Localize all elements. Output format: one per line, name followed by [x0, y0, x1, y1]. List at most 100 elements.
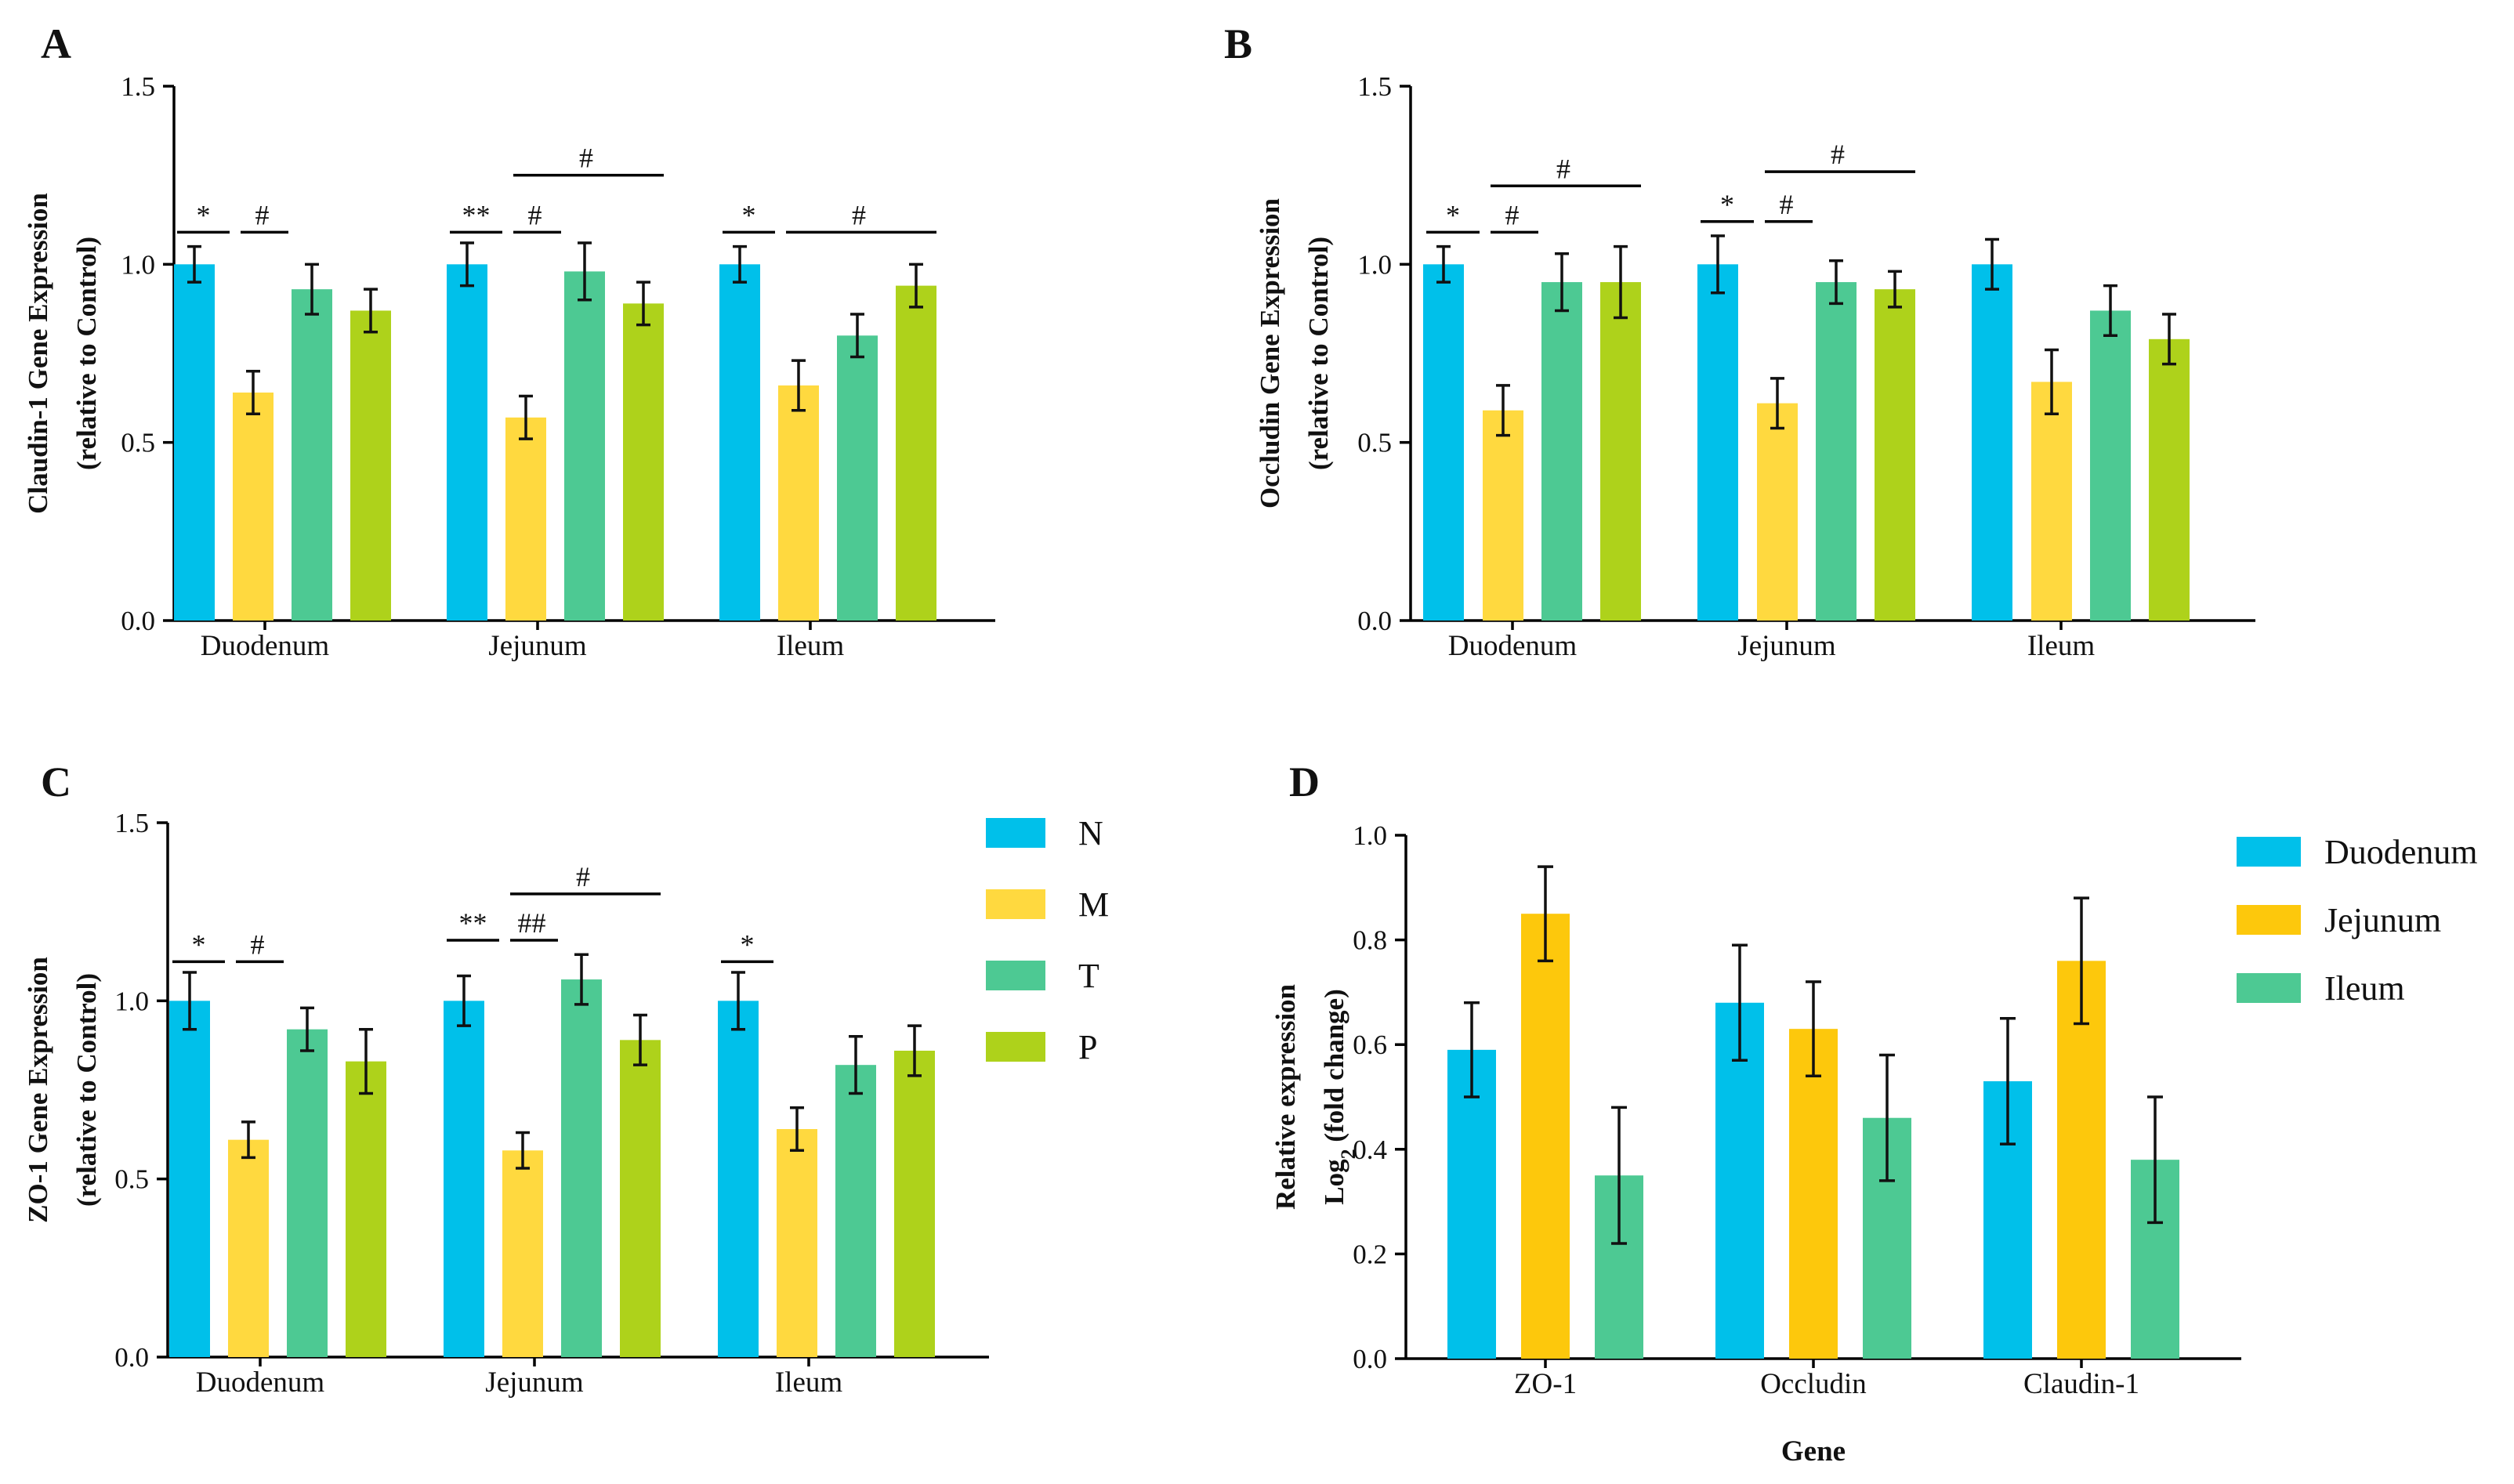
y-tick-label: 0.8: [1353, 925, 1387, 956]
x-category-label-jejunum: Jejunum: [488, 630, 587, 662]
x-category-label-jejunum: Jejunum: [1737, 630, 1836, 662]
bar-n-jejunum: [1697, 264, 1738, 621]
bar-jejunum-claudin-1: [2057, 961, 2106, 1359]
significance-mark: #: [579, 143, 593, 174]
bar-t-ileum: [835, 1065, 876, 1357]
significance-mark: **: [459, 907, 487, 939]
bar-n-ileum: [1972, 264, 2012, 621]
bar-jejunum-zo-1: [1521, 914, 1570, 1359]
bar-p-duodenum: [346, 1061, 386, 1357]
bar-p-jejunum: [623, 303, 664, 621]
significance-mark: *: [742, 199, 756, 230]
significance-mark: **: [462, 199, 491, 230]
legend-swatch-duodenum: [2237, 837, 2301, 867]
bar-t-duodenum: [287, 1029, 328, 1357]
y-axis-label-line-2: (relative to Control): [71, 973, 102, 1207]
legend-treatment: N M T P: [986, 814, 1109, 1066]
legend-swatch-t: [986, 961, 1045, 990]
significance-mark: #: [1831, 139, 1845, 170]
bar-n-ileum: [719, 264, 760, 621]
panel-label-b: B: [1224, 20, 1252, 67]
bar-m-duodenum: [1483, 410, 1523, 621]
y-tick-label: 1.5: [1357, 71, 1392, 102]
bar-t-ileum: [2090, 310, 2131, 621]
y-axis-label-line-1: ZO-1 Gene Expression: [23, 957, 53, 1223]
bar-p-ileum: [2149, 338, 2190, 621]
bar-t-jejunum: [1816, 282, 1857, 621]
bar-n-ileum: [718, 1001, 759, 1357]
bar-duodenum-zo-1: [1447, 1049, 1496, 1359]
bar-t-duodenum: [1541, 282, 1582, 621]
significance-mark: ##: [518, 907, 546, 939]
significance-mark: *: [197, 199, 211, 230]
y-tick-label: 1.0: [121, 249, 155, 280]
significance-mark: #: [852, 199, 866, 230]
bar-m-ileum: [2031, 382, 2072, 621]
bar-t-jejunum: [564, 271, 605, 621]
significance-mark: #: [255, 199, 270, 230]
significance-mark: #: [528, 199, 542, 230]
bar-n-duodenum: [1423, 264, 1464, 621]
bar-jejunum-occludin: [1789, 1029, 1838, 1359]
y-axis-label-line-1: Relative expression: [1270, 984, 1301, 1210]
x-category-label-duodenum: Duodenum: [201, 630, 330, 662]
significance-mark: #: [1556, 153, 1570, 184]
panel-label-d: D: [1289, 758, 1320, 805]
significance-mark: *: [1446, 199, 1460, 230]
bar-m-jejunum: [505, 417, 546, 621]
legend-swatch-n: [986, 818, 1045, 848]
significance-mark: #: [1780, 189, 1794, 220]
y-tick-label: 1.5: [114, 808, 149, 838]
bar-p-ileum: [896, 285, 936, 621]
legend-label-n: N: [1078, 814, 1103, 852]
y-axis-label-fold-change: (fold change): [1319, 989, 1349, 1149]
chart-d-log2-fold-change: 0.0 0.2 0.4 0.6 0.8 1.0 ZO-1 Occludin Claudin-1 R…: [1270, 820, 2241, 1468]
x-category-label-ileum: Ileum: [777, 630, 845, 662]
bar-duodenum-occludin: [1715, 1002, 1764, 1359]
bar-m-duodenum: [233, 393, 273, 621]
panel-label-a: A: [41, 20, 71, 67]
significance-mark: *: [1720, 189, 1734, 220]
bar-p-jejunum: [620, 1040, 661, 1357]
legend-swatch-p: [986, 1032, 1045, 1062]
legend-label-t: T: [1078, 957, 1099, 995]
y-axis-label-line-1: Occludin Gene Expression: [1255, 198, 1285, 509]
legend-segment: Duodenum Jejunum Ileum: [2237, 833, 2478, 1008]
bar-n-jejunum: [444, 1001, 484, 1357]
chart-a-claudin-1: 0.0 0.5 1.0 1.5 Duodenum Jejunum Ileum * # ** # # * #…: [23, 71, 995, 662]
legend-swatch-ileum: [2237, 973, 2301, 1003]
bar-m-jejunum: [1757, 403, 1798, 621]
bar-t-duodenum: [292, 289, 332, 621]
bar-p-ileum: [894, 1050, 935, 1357]
significance-mark: *: [192, 928, 206, 960]
x-category-label-duodenum: Duodenum: [1448, 630, 1578, 662]
bar-m-ileum: [777, 1129, 817, 1357]
y-tick-label: 1.0: [114, 986, 149, 1016]
y-tick-label: 0.5: [114, 1164, 149, 1195]
legend-swatch-m: [986, 889, 1045, 919]
x-category-label-ileum: Ileum: [2027, 630, 2096, 662]
x-category-label-jejunum: Jejunum: [485, 1366, 584, 1399]
bar-m-ileum: [778, 385, 819, 621]
y-tick-label: 1.0: [1353, 820, 1387, 851]
y-axis-label-line-2: Log2 (fold change): [1319, 989, 1360, 1205]
y-tick-label: 0.0: [121, 606, 155, 636]
bar-n-duodenum: [169, 1001, 210, 1357]
y-axis-label-subscript: 2: [1337, 1149, 1360, 1159]
bar-t-ileum: [837, 335, 878, 621]
y-axis-label-line-1: Claudin-1 Gene Expression: [23, 193, 53, 514]
legend-label-p: P: [1078, 1028, 1097, 1066]
significance-mark: *: [741, 928, 755, 960]
legend-label-ileum: Ileum: [2324, 969, 2405, 1008]
legend-label-duodenum: Duodenum: [2324, 833, 2478, 871]
y-tick-label: 0.4: [1353, 1135, 1387, 1165]
y-axis-label-log: Log: [1319, 1159, 1349, 1205]
x-axis-label: Gene: [1781, 1435, 1846, 1468]
y-tick-label: 0.2: [1353, 1239, 1387, 1269]
significance-mark: #: [576, 861, 590, 892]
y-tick-label: 1.5: [121, 71, 155, 102]
bar-n-duodenum: [174, 264, 215, 621]
y-tick-label: 0.6: [1353, 1030, 1387, 1060]
